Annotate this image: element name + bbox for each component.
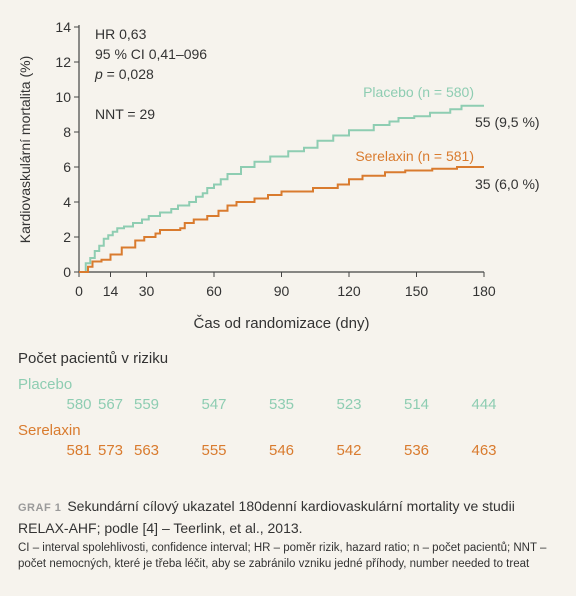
x-tick-label: 30 <box>139 283 155 299</box>
caption-text: Sekundární cílový ukazatel 180denní kard… <box>18 498 515 536</box>
risk-count: 567 <box>97 396 124 413</box>
risk-count: 563 <box>133 442 160 459</box>
serelaxin-series-label: Serelaxin (n = 581) <box>355 148 474 164</box>
x-tick-label: 150 <box>405 283 429 299</box>
risk-count: 536 <box>403 442 430 459</box>
caption-label: GRAF 1 <box>18 502 62 514</box>
serelaxin-line <box>79 166 484 273</box>
risk-count: 535 <box>268 396 295 413</box>
placebo-end-label: 55 (9,5 %) <box>475 114 540 130</box>
km-chart: 0 2 4 6 8 10 12 14 0 14 30 60 90 120 150 180 Čas od rand… <box>17 19 540 332</box>
x-tick-label: 120 <box>337 283 361 299</box>
p-value: = 0,028 <box>102 66 154 82</box>
risk-serelaxin-row: 581 573 563 555 546 542 536 463 <box>18 442 568 462</box>
risk-table-title: Počet pacientů v riziku <box>18 350 169 367</box>
risk-count: 444 <box>471 396 497 413</box>
x-tick-label: 180 <box>472 283 496 299</box>
y-tick-label: 4 <box>63 194 71 210</box>
nnt-text: NNT = 29 <box>95 106 156 122</box>
figure-caption: GRAF 1 Sekundární cílový ukazatel 180denn… <box>18 496 552 538</box>
risk-count: 547 <box>201 396 227 413</box>
risk-count: 523 <box>336 396 362 413</box>
hr-text: HR 0,63 <box>95 26 147 42</box>
risk-count: 542 <box>336 442 362 459</box>
placebo-series-label: Placebo (n = 580) <box>363 84 474 100</box>
risk-count: 514 <box>403 396 430 413</box>
chart-axes: 0 2 4 6 8 10 12 14 0 14 30 60 90 120 150 180 Čas od rand… <box>17 19 496 332</box>
risk-count: 580 <box>66 396 92 413</box>
p-value-text: p = 0,028 <box>95 64 207 84</box>
risk-count: 581 <box>66 442 92 459</box>
ci-text: 95 % CI 0,41–096 <box>95 46 208 62</box>
y-tick-label: 6 <box>63 159 71 175</box>
y-tick-label: 12 <box>55 54 71 70</box>
y-tick-label: 8 <box>63 124 71 140</box>
y-tick-label: 14 <box>55 19 71 35</box>
risk-placebo-row: 580 567 559 547 535 523 514 444 <box>18 396 568 416</box>
chart-labels: Placebo (n = 580) Serelaxin (n = 581) 55 (… <box>355 84 539 192</box>
y-tick-label: 10 <box>55 89 71 105</box>
chart-lines <box>79 104 484 273</box>
p-label: p <box>95 66 103 82</box>
stats-annotation: HR 0,63 95 % CI 0,41–096 p = 0,028 NNT =… <box>95 24 207 124</box>
y-tick-label: 0 <box>63 264 71 280</box>
risk-serelaxin-label: Serelaxin <box>18 422 81 439</box>
risk-count: 546 <box>268 442 295 459</box>
risk-count: 555 <box>201 442 227 459</box>
footnote: CI – interval spolehlivosti, confidence … <box>18 542 547 570</box>
x-tick-label: 60 <box>206 283 222 299</box>
x-tick-label: 0 <box>75 283 83 299</box>
y-axis-title: Kardiovaskulární mortalita (%) <box>17 56 33 244</box>
risk-count: 573 <box>97 442 124 459</box>
risk-count: 463 <box>471 442 497 459</box>
x-axis-title: Čas od randomizace (dny) <box>194 315 370 332</box>
x-tick-label: 14 <box>103 283 119 299</box>
serelaxin-end-label: 35 (6,0 %) <box>475 176 540 192</box>
placebo-line <box>79 104 484 273</box>
risk-placebo-label: Placebo <box>18 376 73 393</box>
y-tick-label: 2 <box>63 229 71 245</box>
x-tick-label: 90 <box>274 283 290 299</box>
risk-count: 559 <box>133 396 160 413</box>
